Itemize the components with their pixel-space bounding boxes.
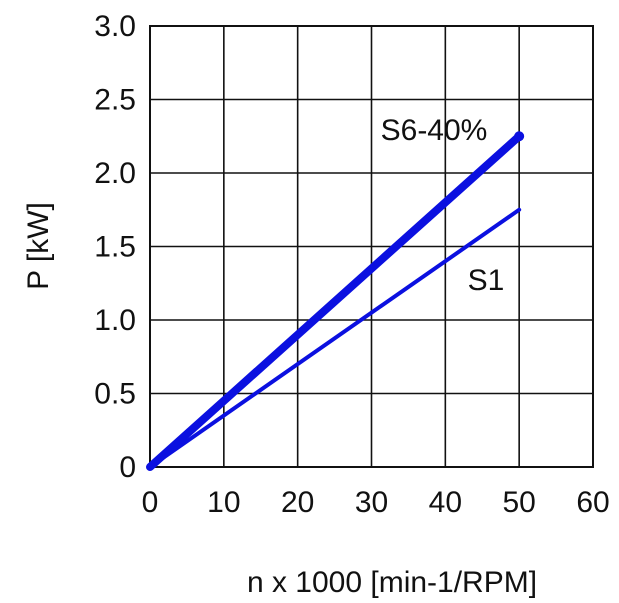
plot-border	[149, 25, 594, 468]
y-tick-label: 1.0	[94, 304, 136, 337]
x-tick-label: 30	[355, 486, 388, 519]
x-tick-label: 20	[281, 486, 314, 519]
series-endpoint	[514, 131, 525, 142]
series-line-s6-40	[146, 132, 524, 471]
y-tick-label: 0	[119, 451, 136, 484]
x-tick-label: 40	[429, 486, 462, 519]
y-axis-title: P [kW]	[22, 202, 55, 290]
y-tick-label: 2.5	[94, 84, 136, 117]
x-tick-labels: 0 10 20 30 40 50 60	[142, 486, 610, 519]
plot-frame	[149, 25, 594, 468]
y-tick-label: 0.5	[94, 378, 136, 411]
series-line-s1	[148, 207, 522, 469]
y-tick-label: 1.5	[94, 231, 136, 264]
series-label-s6-40: S6-40%	[381, 114, 488, 147]
plot-grid	[150, 26, 593, 467]
x-tick-label: 60	[576, 486, 609, 519]
series-lines	[146, 131, 525, 471]
x-tick-label: 50	[502, 486, 535, 519]
series-label-s1: S1	[468, 264, 505, 297]
y-tick-label: 2.0	[94, 157, 136, 190]
x-tick-label: 0	[142, 486, 159, 519]
x-axis-title: n x 1000 [min-1/RPM]	[247, 566, 537, 599]
y-tick-labels: 0 0.5 1.0 1.5 2.0 2.5 3.0	[94, 10, 136, 484]
x-tick-label: 10	[207, 486, 240, 519]
y-tick-label: 3.0	[94, 10, 136, 43]
series-labels: S6-40% S1	[381, 114, 505, 297]
